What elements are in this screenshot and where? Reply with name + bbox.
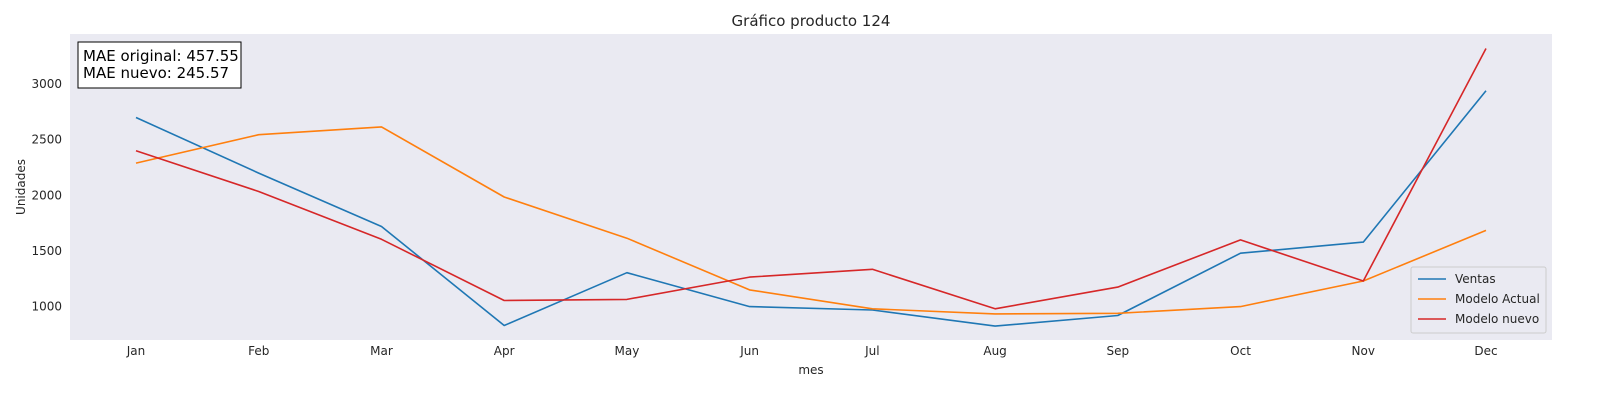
mae-new-text: MAE nuevo: 245.57: [83, 64, 229, 82]
series-lines: [135, 48, 1487, 327]
x-axis-label: mes: [798, 363, 823, 377]
x-tick-label: Feb: [248, 344, 269, 358]
chart-title: Gráfico producto 124: [732, 12, 891, 30]
y-tick-label: 2500: [31, 133, 62, 147]
x-axis-ticks: Jan Feb Mar Apr May Jun Jul Aug Sep Oct Nov Dec: [126, 344, 1498, 358]
x-tick-label: Dec: [1474, 344, 1497, 358]
x-tick-label: Sep: [1107, 344, 1130, 358]
x-tick-label: Jun: [739, 344, 759, 358]
x-tick-label: Oct: [1230, 344, 1251, 358]
y-tick-label: 1000: [31, 300, 62, 314]
series-line-1: [135, 126, 1487, 315]
x-tick-label: Mar: [370, 344, 393, 358]
legend-label-2: Modelo nuevo: [1455, 312, 1539, 326]
mae-annotation-box: MAE original: 457.55 MAE nuevo: 245.57: [77, 41, 242, 89]
x-tick-label: Nov: [1352, 344, 1375, 358]
series-line-0: [135, 90, 1487, 327]
legend-label-1: Modelo Actual: [1455, 292, 1540, 306]
y-tick-label: 1500: [31, 244, 62, 258]
series-line-2: [135, 48, 1487, 310]
x-tick-label: Jul: [864, 344, 879, 358]
x-tick-label: Apr: [494, 344, 515, 358]
y-axis-label: Unidades: [14, 159, 28, 215]
y-axis-ticks: 1000 1500 2000 2500 3000: [31, 77, 62, 314]
y-tick-label: 3000: [31, 77, 62, 91]
x-tick-label: Jan: [126, 344, 146, 358]
x-tick-label: May: [615, 344, 640, 358]
legend: Ventas Modelo Actual Modelo nuevo: [1410, 266, 1547, 334]
mae-original-text: MAE original: 457.55: [83, 47, 239, 65]
x-tick-label: Aug: [983, 344, 1006, 358]
plot-area: [70, 34, 1552, 340]
legend-label-0: Ventas: [1455, 272, 1496, 286]
y-tick-label: 2000: [31, 188, 62, 202]
